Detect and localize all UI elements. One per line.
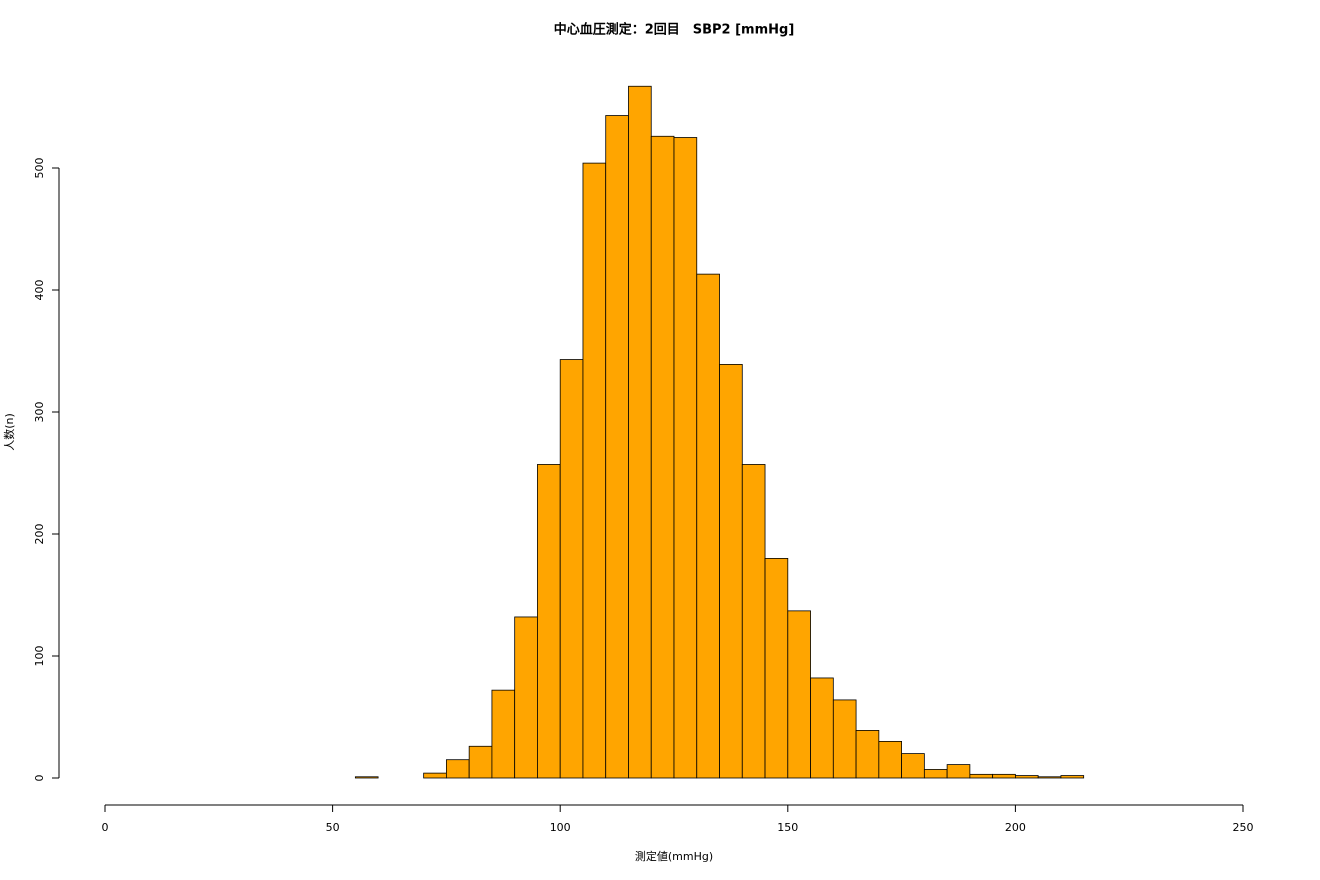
- bar: [946, 764, 971, 779]
- x-tick-label: 50: [326, 821, 340, 834]
- bar: [514, 616, 538, 779]
- bar: [878, 741, 903, 779]
- bar: [491, 689, 516, 779]
- y-tick-label: 0: [33, 775, 46, 782]
- bar: [923, 769, 948, 779]
- bar: [673, 137, 698, 779]
- y-tick-label: 400: [33, 280, 46, 301]
- bar: [696, 273, 720, 779]
- bar: [1015, 775, 1039, 779]
- y-tick-label: 100: [33, 646, 46, 667]
- bar: [445, 759, 470, 779]
- x-axis-label: 測定値(mmHg): [635, 849, 713, 863]
- bar: [559, 359, 584, 779]
- bar: [787, 610, 811, 779]
- bar: [423, 772, 447, 779]
- bar: [468, 745, 493, 779]
- bar: [741, 464, 766, 779]
- x-tick-label: 150: [777, 821, 798, 834]
- chart-title: 中心血圧測定：2回目 SBP2 [mmHg]: [554, 22, 795, 38]
- x-tick-label: 200: [1005, 821, 1026, 834]
- bar: [810, 677, 834, 779]
- bar: [354, 776, 379, 779]
- y-tick-label: 300: [33, 402, 46, 423]
- bar: [628, 85, 652, 779]
- y-axis-label: 人数(n): [3, 413, 16, 451]
- bar: [855, 730, 880, 779]
- x-tick-label: 250: [1233, 821, 1254, 834]
- x-tick-label: 100: [550, 821, 571, 834]
- bar: [1037, 776, 1062, 779]
- bar: [1060, 775, 1085, 779]
- bar: [582, 162, 607, 779]
- y-tick-label: 500: [33, 158, 46, 179]
- bar: [719, 364, 743, 779]
- bar: [605, 115, 629, 779]
- bar: [832, 699, 857, 779]
- y-tick-label: 200: [33, 524, 46, 545]
- bar: [992, 773, 1016, 779]
- bar: [650, 135, 675, 779]
- x-tick-label: 0: [102, 821, 109, 834]
- bar: [537, 464, 561, 779]
- bar: [901, 753, 925, 779]
- bar: [764, 558, 789, 779]
- bar: [969, 773, 994, 779]
